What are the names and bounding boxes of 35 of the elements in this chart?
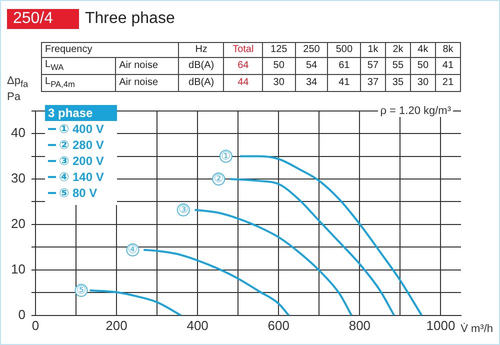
- y-axis-title: Δp$_{fa}$ Pa: [7, 75, 28, 104]
- y-tick-label: 0: [18, 306, 26, 322]
- legend-label: ④ 140 V: [59, 169, 104, 185]
- x-tick-label: 0: [32, 318, 40, 333]
- text: Frequency Hz Total 125 250 500 1k 2k 4k 8k: [45, 44, 454, 55]
- x-tick-label: 200: [106, 318, 128, 333]
- x-tick-label: 600: [268, 318, 290, 333]
- y-tick-label: 10: [10, 262, 26, 277]
- y-tick-label: 40: [10, 125, 26, 140]
- chart-subtitle: Three phase: [85, 9, 175, 29]
- line-series: [228, 178, 396, 316]
- x-tick-label: 1000: [426, 318, 456, 333]
- annotation: ①: [221, 150, 231, 162]
- y-tick-label: 30: [10, 170, 26, 186]
- y-tick-label: 20: [10, 216, 26, 232]
- x-axis-title: V̇ m³/h: [460, 323, 493, 335]
- legend-label: ① 400 V: [59, 121, 104, 137]
- legend-label: ② 280 V: [59, 137, 104, 153]
- legend-title: 3 phase: [45, 105, 117, 121]
- annotation: ③: [178, 204, 188, 216]
- annotation: ρ = 1.20 kg/m³: [378, 105, 453, 117]
- text: L$_{PA,4m}$ Air noise dB(A) 44 30 34 41 37 35 30 21: [45, 76, 454, 89]
- annotation: ②: [214, 173, 224, 186]
- legend-label: ⑤ 80 V: [59, 185, 98, 201]
- text: L$_{WA}$ Air noise dB(A) 64 50 54 61 57 55 50 41: [45, 59, 454, 72]
- chart-title: 250/4: [7, 9, 79, 29]
- annotation: ⑤: [76, 284, 86, 296]
- legend-label: ③ 200 V: [59, 153, 104, 169]
- line-series: [239, 155, 423, 316]
- line-series: [194, 208, 353, 316]
- line-series: [142, 248, 290, 316]
- x-tick-label: 800: [348, 318, 371, 333]
- annotation: ④: [128, 244, 138, 256]
- x-tick-label: 400: [186, 318, 208, 333]
- line-series: [88, 289, 182, 316]
